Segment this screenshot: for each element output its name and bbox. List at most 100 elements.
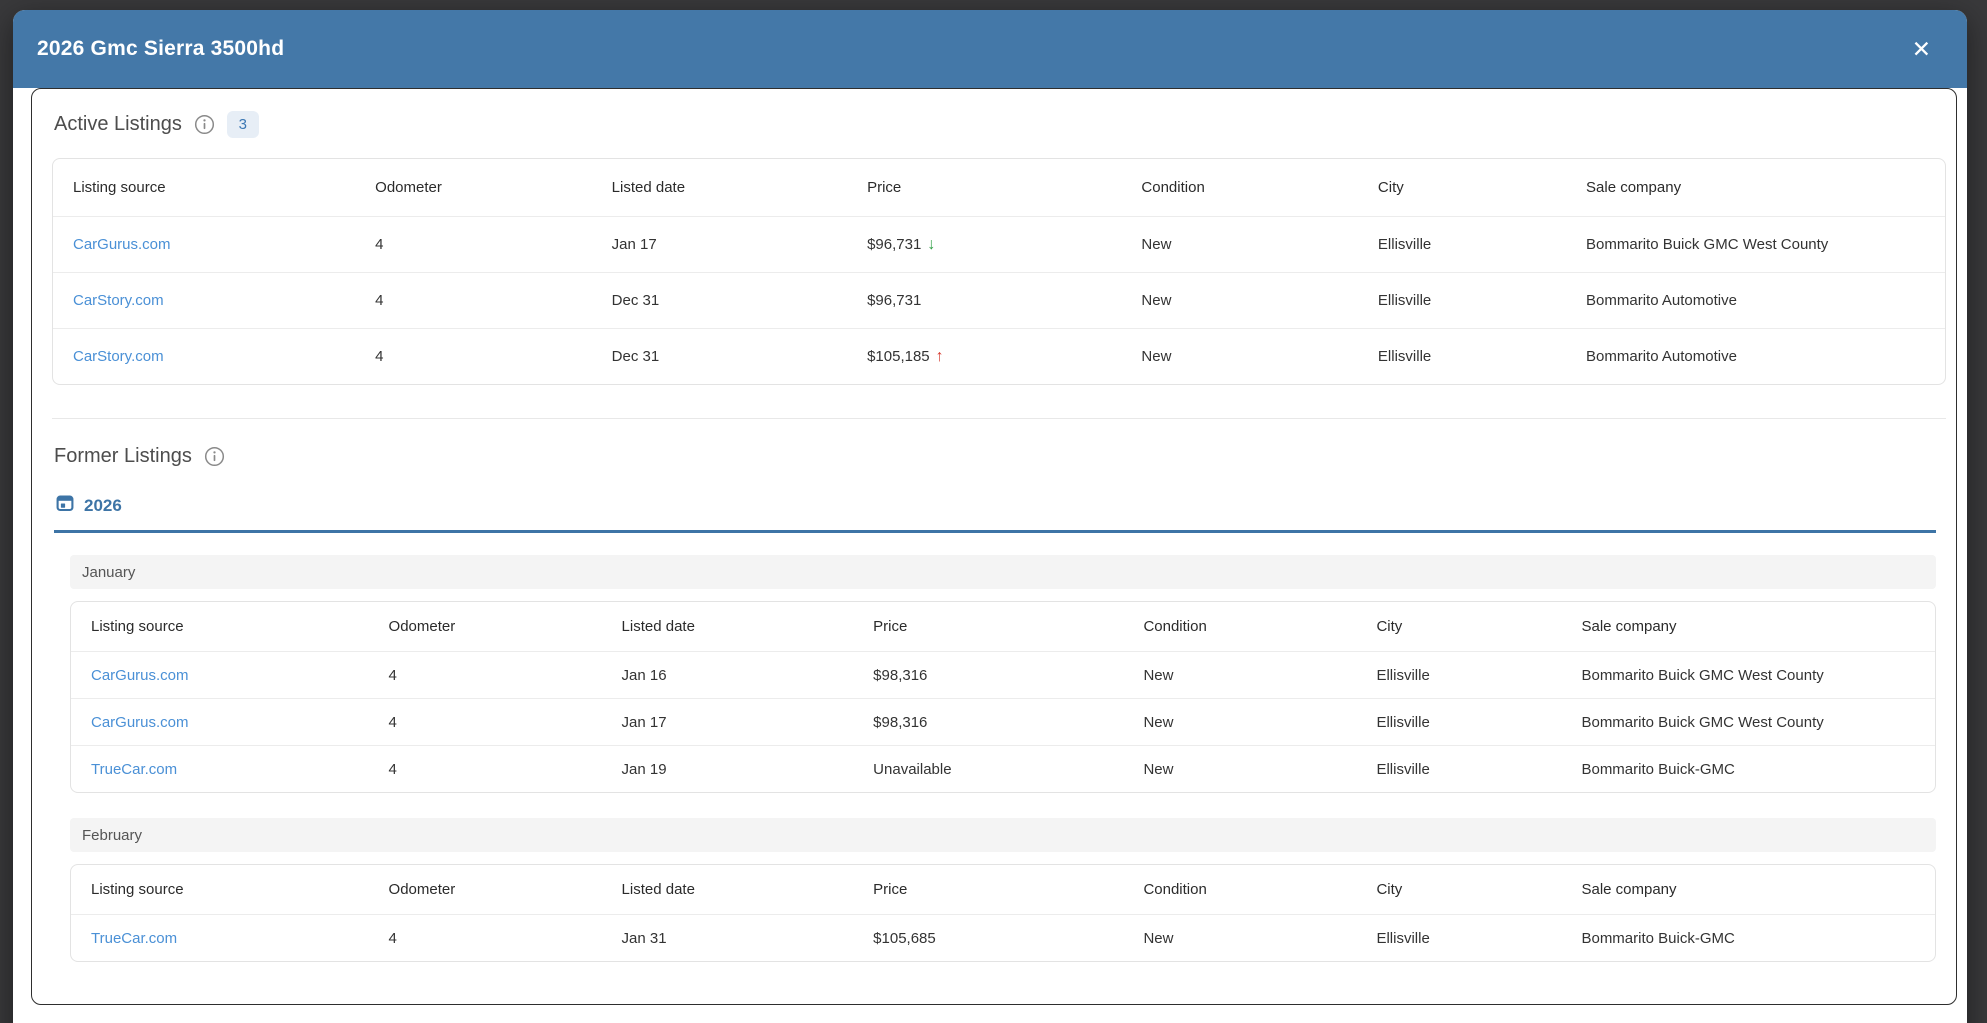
listing-source-link[interactable]: CarGurus.com <box>91 666 189 684</box>
odometer-value: 4 <box>365 328 602 384</box>
month-header-january: January <box>70 555 1936 589</box>
col-sale-company: Sale company <box>1581 618 1677 635</box>
table-row: CarGurus.com 4 Jan 16 $98,316 New Ellisv… <box>71 651 1935 699</box>
former-listings-title: Former Listings <box>54 445 192 467</box>
listed-date-value: Jan 17 <box>611 698 864 746</box>
condition-value: New <box>1133 698 1367 746</box>
city-value: Ellisville <box>1367 328 1577 384</box>
close-icon: ✕ <box>1911 35 1931 62</box>
price-value: Unavailable <box>863 745 1134 792</box>
listing-source-link[interactable]: TrueCar.com <box>91 929 178 947</box>
table-row: CarGurus.com 4 Jan 17 $98,316 New Ellisv… <box>71 698 1935 746</box>
col-sale-company: Sale company <box>1586 179 1682 196</box>
price-value: $98,316 <box>863 651 1134 699</box>
price-value: $105,185 <box>867 347 930 365</box>
table-row: TrueCar.com 4 Jan 19 Unavailable New Ell… <box>71 745 1935 792</box>
col-condition: Condition <box>1143 881 1207 898</box>
odometer-value: 4 <box>378 745 612 792</box>
price-cell: $96,731 ↓ <box>857 216 1132 273</box>
col-listed-date: Listed date <box>621 618 695 635</box>
listed-date-value: Jan 31 <box>611 914 864 961</box>
sale-company-value: Bommarito Buick GMC West County <box>1571 698 1935 746</box>
price-value: $96,731 <box>867 235 922 253</box>
listed-date-value: Jan 17 <box>601 216 858 273</box>
price-value: $96,731 <box>867 291 922 309</box>
condition-value: New <box>1131 272 1368 329</box>
col-listed-date: Listed date <box>611 179 686 196</box>
col-listing-source: Listing source <box>91 618 184 635</box>
sale-company-value: Bommarito Automotive <box>1576 328 1945 384</box>
city-value: Ellisville <box>1366 745 1572 792</box>
condition-value: New <box>1131 328 1368 384</box>
february-table: Listing source Odometer Listed date Pric… <box>70 864 1936 962</box>
sale-company-value: Bommarito Automotive <box>1576 272 1945 329</box>
city-value: Ellisville <box>1366 914 1572 961</box>
price-trend-icon: ↑ <box>935 347 944 365</box>
col-odometer: Odometer <box>388 618 456 635</box>
listing-source-link[interactable]: CarGurus.com <box>91 713 189 731</box>
january-table: Listing source Odometer Listed date Pric… <box>70 601 1936 793</box>
year-tab-label: 2026 <box>84 495 122 515</box>
sale-company-value: Bommarito Buick-GMC <box>1571 914 1935 961</box>
listings-card: Active Listings 3 Listing source <box>31 88 1957 1005</box>
odometer-value: 4 <box>365 216 602 273</box>
table-row: CarStory.com 4 Dec 31 $105,185 ↑ New Elli… <box>53 328 1945 384</box>
price-cell: $105,185 ↑ <box>857 328 1132 384</box>
city-value: Ellisville <box>1366 651 1572 699</box>
year-tab-2026[interactable]: 2026 <box>54 494 126 530</box>
listing-source-link[interactable]: CarGurus.com <box>73 236 171 253</box>
condition-value: New <box>1133 651 1367 699</box>
active-listings-header: Active Listings 3 <box>52 111 1946 138</box>
sale-company-value: Bommarito Buick-GMC <box>1571 745 1935 792</box>
listing-source-link[interactable]: CarStory.com <box>73 348 164 365</box>
city-value: Ellisville <box>1367 216 1577 273</box>
col-price: Price <box>867 179 902 196</box>
calendar-icon <box>56 494 74 517</box>
listing-source-link[interactable]: TrueCar.com <box>91 760 178 778</box>
year-tabs: 2026 <box>54 494 1936 533</box>
condition-value: New <box>1133 914 1367 961</box>
modal-body: Active Listings 3 Listing source <box>13 88 1967 1023</box>
price-value: $105,685 <box>863 914 1134 961</box>
col-odometer: Odometer <box>375 179 442 196</box>
section-divider <box>52 418 1946 419</box>
sale-company-value: Bommarito Buick GMC West County <box>1571 651 1935 699</box>
col-city: City <box>1377 179 1404 196</box>
col-odometer: Odometer <box>388 881 456 898</box>
former-listings-months: January Listing source Odometer Listed d… <box>70 555 1936 962</box>
col-condition: Condition <box>1141 179 1205 196</box>
col-city: City <box>1376 618 1403 635</box>
close-button[interactable]: ✕ <box>1908 36 1935 63</box>
col-sale-company: Sale company <box>1581 881 1677 898</box>
table-header-row: Listing source Odometer Listed date Pric… <box>53 159 1945 217</box>
modal-header: 2026 Gmc Sierra 3500hd ✕ <box>13 10 1967 88</box>
listing-source-link[interactable]: CarStory.com <box>73 292 164 309</box>
info-icon[interactable] <box>204 446 225 467</box>
odometer-value: 4 <box>378 914 612 961</box>
active-listings-title: Active Listings <box>54 113 182 135</box>
condition-value: New <box>1131 216 1368 273</box>
price-trend-icon: ↓ <box>927 235 936 253</box>
col-condition: Condition <box>1143 618 1207 635</box>
table-row: TrueCar.com 4 Jan 31 $105,685 New Ellisv… <box>71 914 1935 961</box>
table-row: CarGurus.com 4 Jan 17 $96,731 ↓ New Ellis… <box>53 216 1945 273</box>
listed-date-value: Jan 19 <box>611 745 864 792</box>
table-header-row: Listing source Odometer Listed date Pric… <box>71 865 1935 915</box>
col-city: City <box>1376 881 1403 898</box>
condition-value: New <box>1133 745 1367 792</box>
former-listings-header: Former Listings <box>52 445 1946 468</box>
active-listings-count-badge: 3 <box>226 111 259 138</box>
month-header-february: February <box>70 818 1936 852</box>
col-listing-source: Listing source <box>91 881 184 898</box>
price-cell: $96,731 <box>857 272 1132 329</box>
odometer-value: 4 <box>378 698 612 746</box>
info-icon[interactable] <box>194 114 215 135</box>
table-row: CarStory.com 4 Dec 31 $96,731 New Ellisv… <box>53 272 1945 329</box>
vehicle-listings-modal: 2026 Gmc Sierra 3500hd ✕ Active Listings… <box>13 10 1967 1023</box>
city-value: Ellisville <box>1367 272 1577 329</box>
odometer-value: 4 <box>365 272 602 329</box>
col-listed-date: Listed date <box>621 881 695 898</box>
listed-date-value: Dec 31 <box>601 272 858 329</box>
sale-company-value: Bommarito Buick GMC West County <box>1576 216 1945 273</box>
listed-date-value: Dec 31 <box>601 328 858 384</box>
